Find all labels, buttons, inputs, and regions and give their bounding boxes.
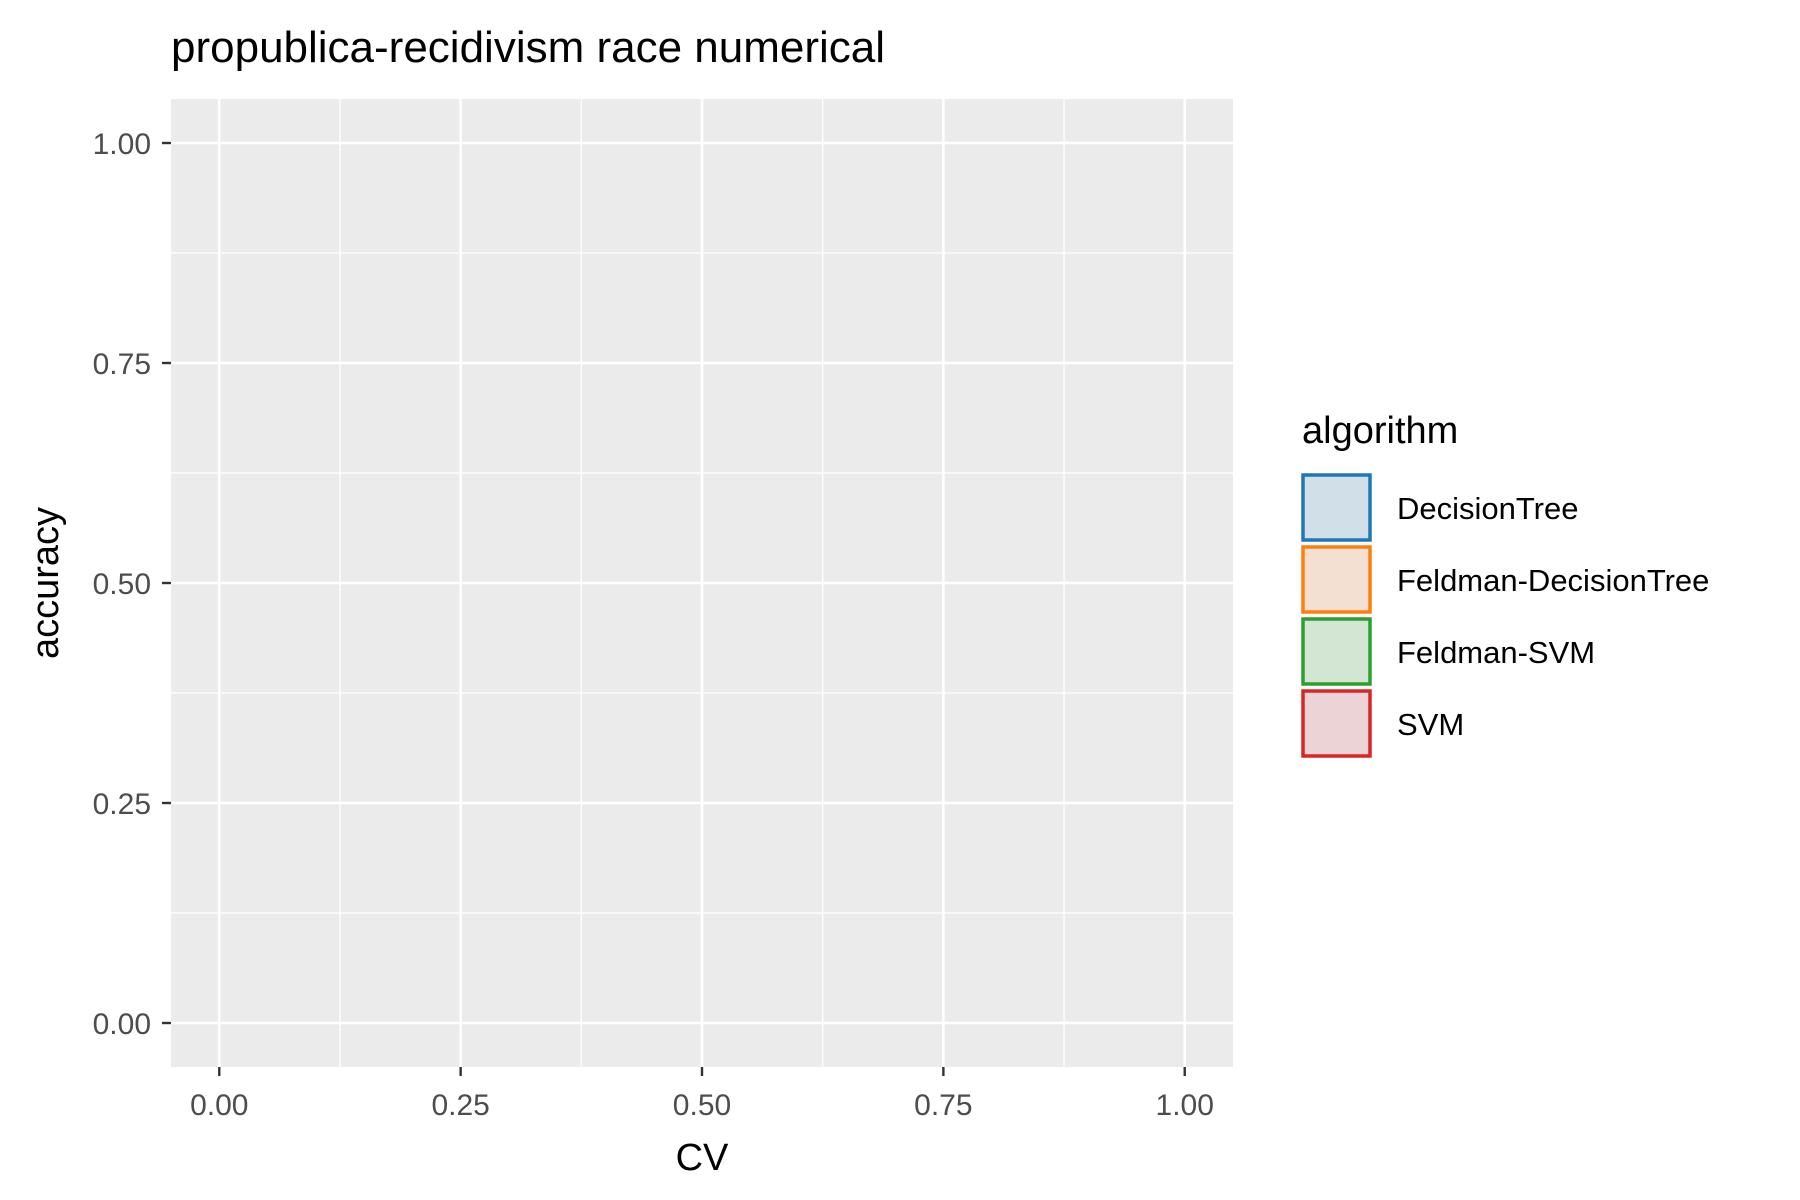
legend-label: Feldman-DecisionTree <box>1397 563 1709 598</box>
legend-label: Feldman-SVM <box>1397 635 1595 670</box>
y-tick-label: 0.00 <box>93 1008 151 1041</box>
y-tick-label: 0.50 <box>93 568 151 601</box>
x-tick-label: 0.00 <box>190 1089 248 1122</box>
major-gridlines <box>171 99 1233 1067</box>
legend-label: SVM <box>1397 707 1464 742</box>
y-tick-label: 1.00 <box>93 128 151 161</box>
legend-label: DecisionTree <box>1397 491 1578 526</box>
x-tick-label: 0.75 <box>914 1089 972 1122</box>
x-tick-label: 0.25 <box>431 1089 489 1122</box>
y-tick-label: 0.75 <box>93 348 151 381</box>
y-axis-ticks: 0.00 0.25 0.50 0.75 1.00 <box>93 128 171 1041</box>
x-tick-label: 0.50 <box>673 1089 731 1122</box>
legend-items: DecisionTree Feldman-DecisionTree Feldman-… <box>1301 473 1709 758</box>
legend-key <box>1301 689 1372 758</box>
x-axis-title: CV <box>676 1137 729 1179</box>
legend-key <box>1301 617 1372 686</box>
x-axis-ticks: 0.00 0.25 0.50 0.75 1.00 <box>190 1067 1214 1122</box>
chart-title: propublica-recidivism race numerical <box>171 23 885 72</box>
legend: algorithm DecisionTree Feldman-DecisionTr… <box>1301 410 1709 758</box>
y-tick-label: 0.25 <box>93 788 151 821</box>
x-tick-label: 1.00 <box>1156 1089 1214 1122</box>
legend-title: algorithm <box>1302 410 1458 452</box>
legend-key <box>1301 473 1372 542</box>
legend-key <box>1301 545 1372 614</box>
y-axis-title: accuracy <box>25 507 67 659</box>
